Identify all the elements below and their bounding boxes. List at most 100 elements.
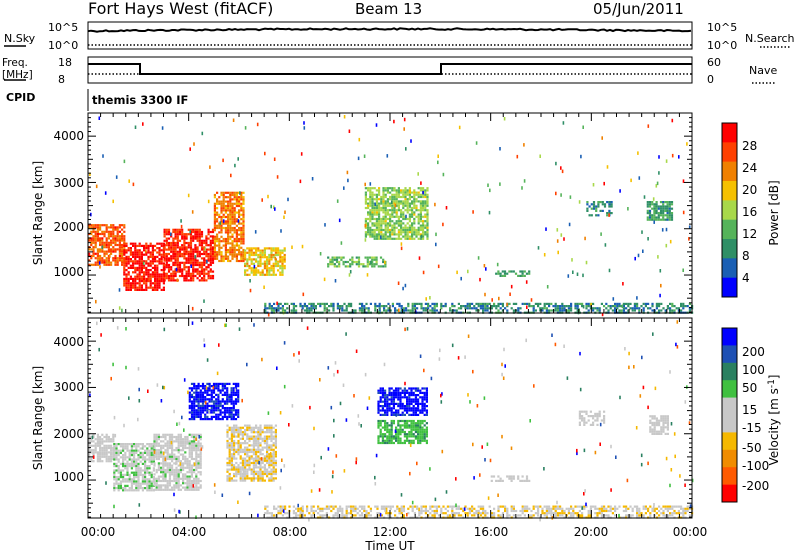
power-cell <box>154 269 157 272</box>
power-cell <box>151 286 154 289</box>
power-cell <box>105 224 108 227</box>
velocity-cell <box>228 468 231 471</box>
power-cell <box>556 309 559 312</box>
power-cell <box>422 209 425 212</box>
velocity-cell <box>103 451 106 454</box>
power-cell <box>172 230 175 234</box>
power-cell <box>325 307 328 310</box>
velocity-cell <box>101 460 104 463</box>
velocity-cell <box>157 453 160 456</box>
velocity-cell <box>252 459 255 462</box>
power-cell <box>134 269 137 272</box>
power-cell <box>174 230 177 234</box>
velocity-cell <box>377 424 380 427</box>
power-cell <box>521 186 523 190</box>
power-cell <box>222 237 225 241</box>
power-cell <box>369 226 372 229</box>
power-cell <box>587 309 590 312</box>
power-cell <box>364 233 367 236</box>
velocity-cell <box>423 407 426 410</box>
velocity-cell <box>130 451 133 454</box>
velocity-cell <box>257 442 260 445</box>
power-cell <box>123 230 126 233</box>
velocity-cell <box>226 475 229 478</box>
velocity-cell <box>237 448 240 451</box>
velocity-cell <box>217 409 220 412</box>
power-cell <box>419 193 422 196</box>
power-cell <box>585 260 588 265</box>
power-cell <box>646 212 649 215</box>
velocity-cell <box>263 464 266 467</box>
power-cell <box>211 239 215 242</box>
velocity-cell <box>105 457 108 461</box>
velocity-cell <box>223 413 227 416</box>
velocity-cell <box>144 469 147 472</box>
velocity-cell <box>124 454 127 457</box>
power-cell <box>391 195 394 199</box>
velocity-cell <box>257 459 260 462</box>
velocity-cell <box>144 465 147 468</box>
velocity-cell <box>199 413 202 416</box>
power-cell <box>658 302 661 305</box>
power-cell <box>240 202 243 205</box>
power-cell <box>187 244 190 247</box>
power-cell <box>149 277 152 280</box>
power-cell <box>424 309 427 312</box>
power-cell <box>330 302 333 305</box>
velocity-cell <box>246 468 249 471</box>
power-cell <box>238 215 241 219</box>
velocity-cell <box>117 482 120 485</box>
power-cell <box>172 272 175 275</box>
power-cell <box>557 250 559 255</box>
power-cell <box>178 255 182 258</box>
power-cell <box>665 159 668 163</box>
power-cell <box>231 218 234 221</box>
power-cell <box>373 213 376 216</box>
power-cell <box>123 280 126 283</box>
velocity-cell <box>153 444 156 447</box>
velocity-cell <box>235 424 238 427</box>
power-cell <box>213 202 216 205</box>
power-cell <box>196 263 199 267</box>
velocity-cell <box>96 457 99 461</box>
power-cell <box>539 302 542 305</box>
velocity-cell <box>166 457 169 461</box>
velocity-cell <box>204 413 207 416</box>
velocity-cell <box>261 472 264 476</box>
velocity-cell <box>206 387 209 390</box>
velocity-cell <box>423 409 426 412</box>
power-cell <box>413 189 416 192</box>
power-cell <box>659 209 663 212</box>
power-cell <box>365 307 368 310</box>
velocity-cell <box>223 411 227 414</box>
power-cell <box>382 189 385 192</box>
power-cell <box>200 279 204 282</box>
power-cell <box>373 263 376 266</box>
power-cell <box>279 249 282 252</box>
power-cell <box>404 209 407 212</box>
power-cell <box>321 302 324 305</box>
velocity-cell <box>177 477 180 480</box>
power-cell <box>369 302 372 305</box>
power-cell <box>162 288 165 291</box>
power-cell <box>391 213 394 216</box>
power-cell <box>270 249 273 252</box>
velocity-cell <box>219 400 222 403</box>
power-cell <box>162 242 165 245</box>
power-echo-region <box>88 224 126 266</box>
power-cell <box>246 260 249 263</box>
velocity-cell <box>244 428 247 432</box>
power-cell <box>398 308 400 312</box>
power-cell <box>143 273 146 276</box>
velocity-cell <box>230 400 233 403</box>
velocity-cell <box>244 453 247 456</box>
velocity-cell <box>270 424 273 427</box>
velocity-cell <box>155 440 158 443</box>
velocity-cell <box>107 440 110 443</box>
power-cell <box>227 191 230 194</box>
power-cell <box>99 254 102 258</box>
velocity-cell <box>139 487 142 490</box>
power-cell <box>389 231 392 234</box>
power-cell <box>176 266 179 269</box>
power-cell <box>355 256 358 259</box>
